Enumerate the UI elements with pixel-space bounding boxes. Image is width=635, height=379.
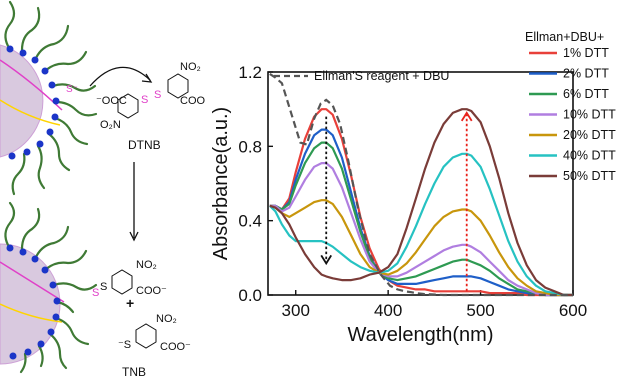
series-line	[269, 152, 573, 297]
legend-title: Ellman+DBU+	[525, 30, 604, 44]
legend-entry: 20% DTT	[563, 128, 616, 142]
axis-ticks: 300 400 500 600 0.0 0.4 0.8 1.2	[238, 63, 587, 320]
y-tick-label: 1.2	[238, 63, 262, 82]
link-s2: S	[100, 281, 107, 293]
o2n-label: O₂N	[100, 119, 121, 131]
thiolate-label: S⁻	[66, 84, 78, 95]
x-tick-label: 500	[466, 301, 494, 320]
legend-entry: 50% DTT	[563, 169, 616, 183]
coo-top-label: COO⁻	[180, 95, 205, 107]
series-line	[269, 199, 573, 297]
link-s1: S	[92, 287, 99, 299]
nanoparticle-top: S⁻	[0, 0, 98, 196]
no2-tnb-label: NO₂	[156, 313, 177, 325]
legend-entry: 2% DTT	[563, 67, 609, 81]
disulfide-s2: S	[154, 89, 161, 101]
disulfide-s1: S	[141, 94, 148, 106]
legend: Ellman+DBU+ 1% DTT 2% DTT 6% DTT 10% DTT 20%…	[525, 30, 616, 183]
plot-area: 300 400 500 600 0.0 0.4 0.8 1.2	[238, 63, 587, 320]
dtnb-structure: ⁻OOC S S NO₂ O₂N COO⁻ DTNB	[89, 61, 205, 152]
absorbance-chart: 300 400 500 600 0.0 0.4 0.8 1.2 Absorbance(a.u.…	[210, 30, 616, 346]
x-tick-label: 600	[559, 301, 587, 320]
series-line	[269, 108, 573, 297]
y-tick-label: 0.4	[238, 212, 262, 231]
y-tick-label: 0.0	[238, 286, 262, 305]
tnb-structure: ⁻S NO₂ COO⁻ TNB	[118, 313, 191, 379]
legend-entry: 40% DTT	[563, 149, 616, 163]
y-tick-label: 0.8	[238, 137, 262, 156]
increase-arrow-head	[460, 111, 473, 122]
x-axis-label: Wavelength(nm)	[348, 324, 494, 346]
legend-entry: 6% DTT	[563, 87, 609, 101]
series-layer	[269, 72, 573, 297]
series-line	[269, 128, 573, 297]
y-axis-label: Absorbance(a.u.)	[210, 107, 232, 260]
legend-entry: 1% DTT	[563, 46, 609, 60]
arrow-layer	[320, 111, 473, 292]
no2-top-label: NO₂	[180, 61, 201, 73]
ooc-label: ⁻OOC	[96, 95, 127, 107]
reference-annotation: Ellman'S reagent + DBU	[314, 69, 449, 83]
reaction-scheme: S⁻ ⁻OOC S S NO₂ O₂N COO⁻ DTNB	[0, 0, 205, 379]
coo-tnb-label: COO⁻	[160, 341, 191, 353]
coo-mid-label: COO⁻	[136, 285, 167, 297]
x-tick-label: 300	[282, 301, 310, 320]
tnb-label: TNB	[122, 365, 146, 379]
reaction-arrow	[129, 162, 139, 242]
series-line	[269, 141, 573, 297]
mixed-disulfide-structure: S S NO₂ COO⁻	[92, 259, 167, 299]
no2-mid-label: NO₂	[136, 259, 157, 271]
x-tick-label: 400	[374, 301, 402, 320]
plus-sign: +	[126, 295, 134, 311]
series-line	[269, 162, 573, 297]
dtnb-label: DTNB	[128, 138, 161, 152]
legend-entry: 10% DTT	[563, 108, 616, 122]
decrease-arrow-head	[320, 254, 332, 266]
tnb-thiolate-label: ⁻S	[118, 339, 131, 351]
plot-frame	[267, 71, 574, 296]
nanoparticle-bottom	[0, 201, 98, 374]
reference-dashed-line	[269, 72, 573, 297]
